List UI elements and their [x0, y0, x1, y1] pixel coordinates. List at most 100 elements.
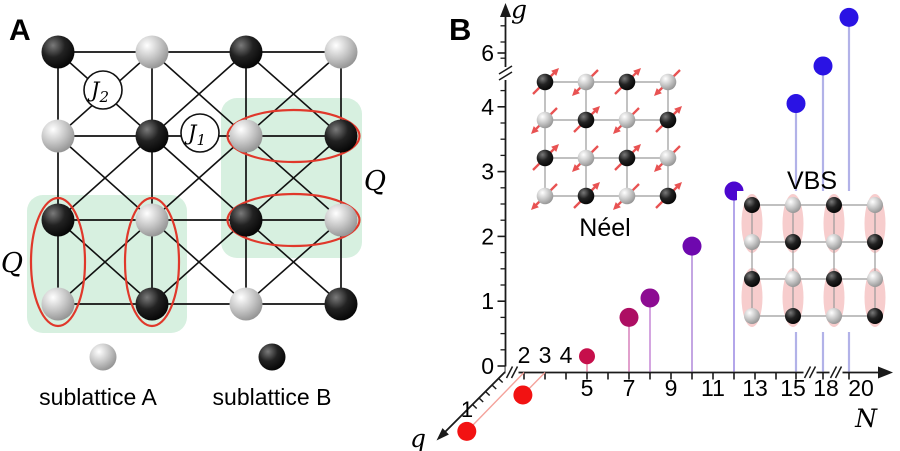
site-sphere-sublattice-b	[41, 203, 75, 237]
spin-arrow-head	[531, 202, 539, 210]
data-point-N15	[786, 94, 806, 114]
axis-break-slash	[808, 366, 817, 379]
j2-bond-diagonal	[151, 219, 247, 305]
site-sphere-sublattice-b	[744, 271, 760, 287]
axis-break-gap	[498, 67, 513, 80]
axis-break-slash	[510, 366, 519, 379]
q-axis-label: q	[410, 424, 426, 451]
site-sphere-sublattice-b	[659, 187, 677, 205]
q-projection-line	[466, 372, 525, 432]
vbs-inset-label: VBS	[787, 167, 837, 195]
q-axis-tick	[497, 377, 504, 384]
legend-label-sublattice-a: sublattice A	[39, 384, 157, 410]
j1-label: J1	[184, 121, 206, 149]
g-axis-tick-label: 1	[481, 288, 494, 314]
n-axis-tick-label: 4	[560, 342, 573, 368]
q-axis-arrow	[436, 428, 449, 441]
spin-arrow-head	[654, 88, 662, 96]
j2-bond-diagonal	[57, 135, 153, 221]
site-sphere-sublattice-b	[324, 287, 358, 321]
j2-bond-diagonal	[245, 51, 342, 137]
site-sphere-sublattice-a	[785, 197, 801, 213]
spin-arrow-head	[613, 126, 621, 134]
singlet-ellipse	[226, 192, 361, 248]
data-point-N20	[839, 7, 859, 27]
site-sphere-sublattice-a	[744, 308, 760, 324]
j2-bond-diagonal	[245, 135, 342, 221]
j2-bond-diagonal	[151, 51, 247, 137]
q-axis-tick	[491, 384, 497, 390]
spin-arrow-head	[674, 106, 682, 114]
g-axis-tick-label: 0	[481, 353, 494, 379]
site-sphere-sublattice-a	[659, 149, 677, 167]
site-sphere-sublattice-a	[577, 73, 595, 91]
inset-background	[737, 191, 889, 332]
n-axis-arrow	[878, 366, 893, 379]
data-point-N5	[579, 348, 595, 365]
spin-arrow-head	[592, 106, 600, 114]
site-sphere-sublattice-b	[135, 119, 169, 153]
j2-bond-diagonal	[245, 219, 342, 305]
site-sphere-sublattice-b	[536, 149, 554, 167]
axis-break-slash	[829, 366, 838, 379]
n-axis-tick-label: 11	[701, 375, 725, 401]
spin-arrow-head	[633, 68, 641, 76]
spin-arrow-head	[572, 164, 580, 172]
inset-background	[531, 66, 683, 212]
q-plaquette-label-right: Q	[364, 166, 386, 197]
n-axis-tick-label: 20	[848, 375, 874, 401]
data-point-N18	[813, 56, 833, 76]
j1-sub: 1	[196, 131, 206, 149]
n-axis-tick-label: 2	[518, 342, 531, 368]
axis-break-gap	[505, 366, 519, 378]
spin-arrow-head	[633, 144, 641, 152]
j2-bond-diagonal	[57, 219, 153, 305]
data-point-q-N2	[457, 421, 477, 441]
data-point-N8	[640, 288, 660, 308]
g-axis-arrow	[500, 3, 511, 17]
g-axis-tick-label: 2	[481, 223, 494, 249]
legend-sphere-sublattice-b	[258, 343, 286, 371]
site-sphere-sublattice-b	[659, 111, 677, 129]
panel-b-label: B	[449, 12, 471, 47]
spin-arrow-head	[613, 202, 621, 210]
site-sphere-sublattice-a	[536, 111, 554, 129]
site-sphere-sublattice-b	[826, 271, 842, 287]
site-sphere-sublattice-b	[324, 119, 358, 153]
site-sphere-sublattice-b	[577, 111, 595, 129]
site-sphere-sublattice-a	[785, 271, 801, 287]
site-sphere-sublattice-a	[867, 271, 883, 287]
g-axis-label: g	[511, 0, 527, 24]
site-sphere-sublattice-b	[229, 35, 263, 69]
q-axis-tick	[478, 397, 484, 403]
site-sphere-sublattice-b	[785, 234, 801, 250]
site-sphere-sublattice-a	[229, 287, 263, 321]
site-sphere-sublattice-b	[536, 73, 554, 91]
site-sphere-sublattice-a	[324, 203, 358, 237]
site-sphere-sublattice-a	[618, 187, 636, 205]
q-axis-tick	[484, 390, 491, 397]
j1-coupling-badge	[180, 113, 220, 153]
q-plaquette-label-left: Q	[1, 248, 23, 279]
site-sphere-sublattice-a	[577, 149, 595, 167]
site-sphere-sublattice-b	[41, 35, 75, 69]
spin-arrow-head	[531, 126, 539, 134]
site-sphere-sublattice-a	[826, 308, 842, 324]
data-point-N7	[619, 307, 639, 327]
n-axis-tick-label: 15	[780, 375, 806, 401]
n-axis-tick-label: 7	[623, 375, 636, 401]
site-sphere-sublattice-a	[324, 35, 358, 69]
axis-break-slash	[505, 366, 514, 379]
n-axis-tick-label: 3	[539, 342, 552, 368]
site-sphere-sublattice-b	[135, 287, 169, 321]
legend-sphere-sublattice-a	[89, 343, 117, 371]
spin-arrow-head	[551, 144, 559, 152]
data-point-N10	[682, 236, 702, 256]
j2-label: J2	[87, 78, 109, 106]
data-point-q-N3	[513, 385, 533, 405]
legend-label-sublattice-b: sublattice B	[213, 384, 332, 410]
singlet-ellipse	[29, 196, 87, 328]
site-sphere-sublattice-b	[618, 73, 636, 91]
site-sphere-sublattice-b	[577, 187, 595, 205]
